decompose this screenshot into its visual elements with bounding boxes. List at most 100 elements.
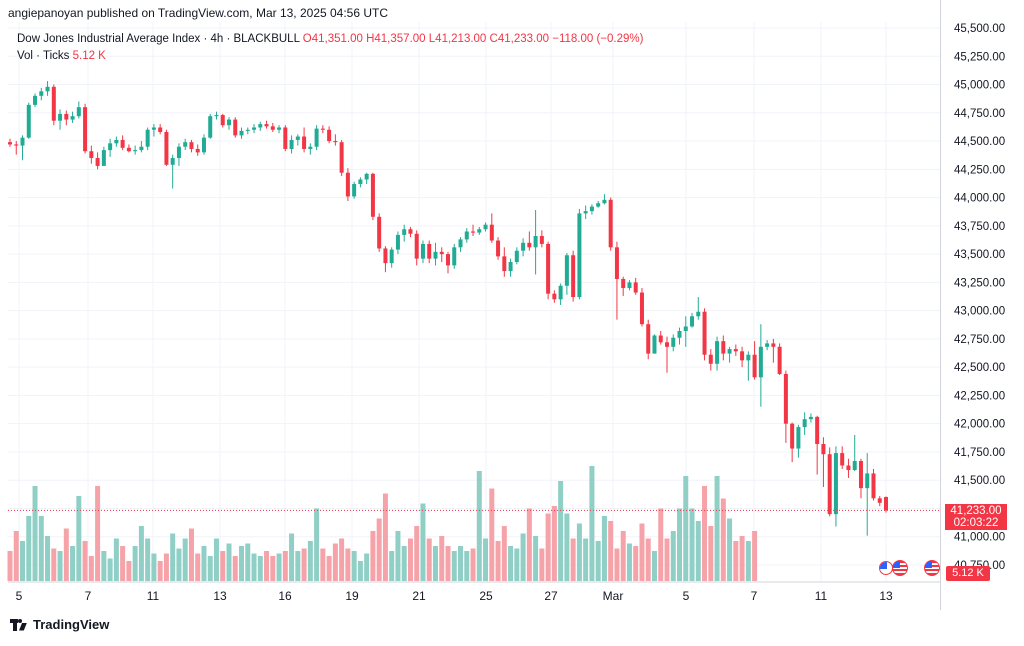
- volume-bar: [126, 561, 132, 581]
- candle-body: [126, 147, 131, 152]
- volume-bar: [583, 538, 589, 581]
- volume-bar: [351, 551, 357, 581]
- volume-bar: [526, 508, 532, 581]
- us-flag-event-icon[interactable]: [924, 560, 940, 576]
- y-tick-label: 42,000.00: [954, 419, 1005, 431]
- candle-body: [602, 199, 607, 204]
- candle-body: [14, 144, 19, 146]
- candle-body: [621, 278, 626, 289]
- volume-bar: [82, 541, 88, 581]
- volume-bar: [301, 548, 307, 581]
- volume-bar: [539, 548, 545, 581]
- candle-body: [20, 137, 25, 146]
- volume-bar: [564, 513, 570, 581]
- candle-body: [796, 427, 801, 449]
- candle-body: [114, 139, 119, 144]
- candle-body: [827, 454, 832, 515]
- candle-body: [858, 460, 863, 489]
- candle-body: [302, 136, 307, 149]
- volume-bar: [201, 546, 207, 581]
- volume-bar: [245, 543, 251, 581]
- volume-bar: [70, 546, 76, 581]
- volume-bar: [138, 526, 144, 581]
- x-tick-label: 21: [412, 589, 426, 603]
- candle-body: [702, 311, 707, 355]
- candle-body: [26, 104, 31, 138]
- volume-bar: [326, 556, 332, 581]
- us-flag-event-icon[interactable]: [892, 560, 908, 576]
- x-tick-label: 16: [278, 589, 292, 603]
- volume-bar: [670, 531, 676, 581]
- volume-bar: [120, 546, 126, 581]
- volume-bar: [414, 526, 420, 581]
- candle-body: [33, 95, 38, 105]
- y-tick-label: 43,000.00: [954, 306, 1005, 318]
- x-tick-label: 13: [213, 589, 227, 603]
- y-tick-label: 41,000.00: [954, 532, 1005, 544]
- x-tick-label: 11: [147, 589, 160, 603]
- y-tick-label: 44,750.00: [954, 108, 1005, 120]
- volume-bar: [88, 556, 94, 581]
- volume-bar: [739, 536, 745, 581]
- candle-body: [521, 242, 526, 251]
- candle-body: [558, 285, 563, 300]
- candle-body: [733, 349, 738, 352]
- candle-body: [51, 86, 56, 121]
- volume-bar: [727, 518, 733, 581]
- candle-body: [383, 248, 388, 264]
- volume-bar: [658, 508, 664, 581]
- candle-body: [433, 251, 438, 259]
- volume-bar: [357, 561, 363, 581]
- y-tick-label: 45,250.00: [954, 51, 1005, 63]
- tradingview-footer[interactable]: TradingView: [10, 617, 109, 632]
- volume-bar: [220, 551, 226, 581]
- candle-body: [327, 129, 332, 142]
- candle-body: [270, 126, 275, 130]
- volume-bar: [714, 476, 720, 581]
- candle-body: [696, 311, 701, 317]
- volume-bar: [101, 551, 107, 581]
- candle-body: [195, 148, 200, 153]
- candle-body: [245, 129, 250, 131]
- volume-bar: [439, 536, 445, 581]
- volume-bar: [545, 513, 551, 581]
- candle-body: [815, 416, 820, 445]
- candle-body: [608, 199, 613, 248]
- volume-bar: [188, 528, 194, 581]
- candle-body: [665, 342, 669, 347]
- x-tick-label: 27: [544, 589, 558, 603]
- volume-bar: [7, 551, 13, 581]
- candle-body: [377, 216, 382, 249]
- volume-bar: [733, 541, 739, 581]
- volume-bar: [708, 526, 714, 581]
- volume-bar: [332, 543, 338, 581]
- candle-body: [502, 256, 507, 272]
- y-tick-label: 45,000.00: [954, 80, 1005, 92]
- volume-bar: [20, 541, 26, 581]
- x-tick-label: 13: [879, 589, 893, 603]
- last-price: 41,233.00: [950, 505, 1002, 517]
- candle-body: [533, 236, 538, 248]
- volume-bar: [76, 496, 82, 581]
- event-marker-icon[interactable]: [879, 561, 893, 575]
- candle-body: [58, 113, 63, 121]
- volume-label[interactable]: Vol · Ticks: [17, 50, 70, 62]
- symbol-title[interactable]: Dow Jones Industrial Average Index · 4h …: [17, 33, 300, 45]
- volume-bar: [95, 486, 101, 581]
- candle-body: [151, 127, 156, 130]
- volume-bar: [720, 498, 726, 581]
- volume-bar: [551, 506, 557, 581]
- candle-body: [220, 115, 225, 126]
- volume-bar: [476, 471, 482, 581]
- volume-bar: [232, 556, 238, 581]
- candle-body: [446, 254, 450, 266]
- candle-body: [683, 326, 688, 331]
- candle-body: [765, 343, 770, 347]
- volume-bar: [483, 538, 489, 581]
- candle-body: [646, 324, 651, 354]
- y-tick-label: 42,750.00: [954, 334, 1005, 346]
- volume-bar: [470, 548, 476, 581]
- candle-body: [139, 146, 144, 151]
